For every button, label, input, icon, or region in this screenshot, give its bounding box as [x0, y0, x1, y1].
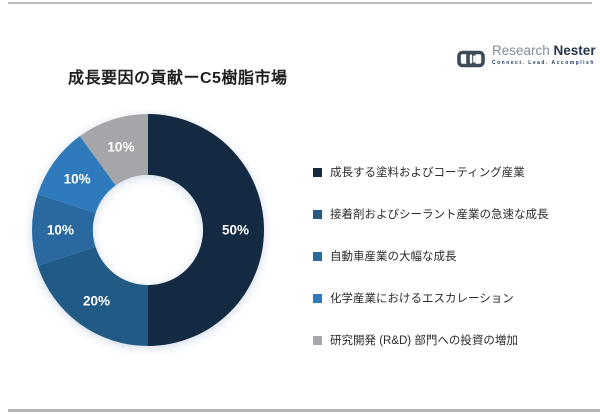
legend-item: 接着剤およびシーラント産業の急速な成長 — [313, 206, 549, 222]
donut-data-label: 10% — [64, 171, 91, 186]
chart-title: 成長要因の貢献ーC5樹脂市場 — [68, 70, 288, 87]
chain-links-icon — [456, 46, 486, 77]
donut-segment — [31, 194, 96, 266]
legend-swatch-icon — [313, 209, 322, 219]
donut-data-label: 50% — [222, 223, 249, 238]
legend-label: 化学産業におけるエスカレーション — [330, 293, 514, 305]
frame-border-top — [8, 2, 592, 4]
logo-brand-light: Research — [492, 43, 550, 58]
donut-segment — [37, 136, 116, 213]
legend-item: 成長する塗料およびコーティング産業 — [313, 164, 549, 180]
research-nester-logo: Research Nester Connect. Lead. Accomplis… — [456, 44, 596, 77]
legend-label: 接着剤およびシーラント産業の急速な成長 — [330, 209, 549, 221]
legend-item: 研究開発 (R&D) 部門への投資の増加 — [313, 332, 549, 348]
logo-brand: Research Nester — [492, 44, 596, 58]
legend-item: 自動車産業の大幅な成長 — [313, 248, 549, 264]
chart-legend: 成長する塗料およびコーティング産業 接着剤およびシーラント産業の急速な成長 自動… — [313, 164, 549, 348]
donut-data-label: 10% — [47, 223, 74, 238]
donut-data-label: 20% — [83, 294, 110, 309]
legend-label: 自動車産業の大幅な成長 — [330, 251, 457, 263]
logo-tagline: Connect. Lead. Accomplish — [492, 59, 595, 66]
legend-label: 成長する塗料およびコーティング産業 — [330, 167, 525, 179]
donut-chart: 50% 20% 10% 10% 10% — [31, 114, 264, 346]
legend-swatch-icon — [313, 293, 322, 303]
donut-segment — [79, 114, 148, 186]
logo-brand-bold: Nester — [553, 43, 596, 58]
legend-item: 化学産業におけるエスカレーション — [313, 290, 549, 306]
legend-swatch-icon — [313, 335, 322, 345]
donut-segment — [148, 114, 264, 346]
donut-segment — [37, 247, 148, 346]
legend-swatch-icon — [313, 251, 322, 261]
donut-data-label: 10% — [107, 139, 134, 154]
legend-swatch-icon — [313, 167, 322, 177]
logo-text: Research Nester Connect. Lead. Accomplis… — [492, 44, 596, 66]
frame-border-bottom — [8, 409, 600, 412]
donut-chart-container: 50% 20% 10% 10% 10% — [31, 112, 264, 348]
legend-label: 研究開発 (R&D) 部門への投資の増加 — [330, 335, 518, 347]
